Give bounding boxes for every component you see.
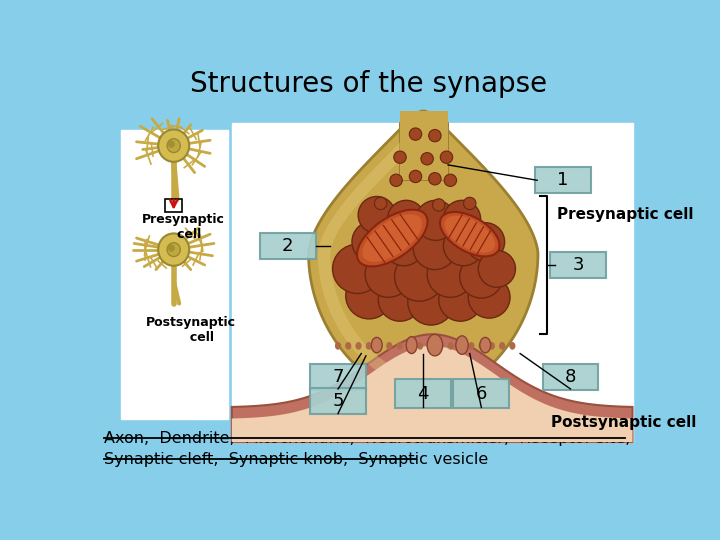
- FancyBboxPatch shape: [232, 123, 632, 442]
- Ellipse shape: [444, 200, 481, 237]
- Ellipse shape: [427, 334, 443, 356]
- Ellipse shape: [346, 273, 392, 319]
- Ellipse shape: [395, 252, 444, 301]
- FancyBboxPatch shape: [310, 363, 366, 390]
- Ellipse shape: [499, 342, 505, 350]
- FancyBboxPatch shape: [535, 167, 590, 193]
- Ellipse shape: [479, 342, 485, 350]
- Ellipse shape: [466, 222, 505, 261]
- FancyBboxPatch shape: [260, 233, 315, 259]
- Text: Postsynaptic
     cell: Postsynaptic cell: [145, 316, 235, 345]
- Ellipse shape: [448, 342, 454, 350]
- Text: 1: 1: [557, 171, 568, 190]
- Ellipse shape: [345, 342, 351, 350]
- Ellipse shape: [357, 210, 428, 266]
- FancyBboxPatch shape: [310, 388, 366, 414]
- Ellipse shape: [428, 173, 441, 185]
- Ellipse shape: [478, 251, 516, 287]
- Ellipse shape: [415, 200, 456, 240]
- Ellipse shape: [480, 338, 490, 353]
- Ellipse shape: [408, 279, 454, 325]
- Text: 5: 5: [332, 392, 343, 410]
- Ellipse shape: [167, 139, 180, 153]
- Ellipse shape: [407, 342, 413, 350]
- Ellipse shape: [417, 342, 423, 350]
- Text: 2: 2: [282, 237, 293, 255]
- Ellipse shape: [409, 170, 422, 183]
- Ellipse shape: [358, 197, 395, 233]
- Ellipse shape: [441, 151, 453, 164]
- Text: Axon,  Dendrite,  Mitochondria,  Neurotransmitter,  Receptor site,: Axon, Dendrite, Mitochondria, Neurotrans…: [104, 431, 630, 445]
- Ellipse shape: [509, 342, 516, 350]
- Polygon shape: [400, 111, 448, 180]
- Text: Synaptic cleft,  Synaptic knob,  Synaptic vesicle: Synaptic cleft, Synaptic knob, Synaptic …: [104, 451, 488, 467]
- Ellipse shape: [158, 233, 189, 266]
- Ellipse shape: [456, 336, 468, 354]
- Ellipse shape: [489, 342, 495, 350]
- Ellipse shape: [444, 174, 456, 186]
- Ellipse shape: [458, 342, 464, 350]
- Ellipse shape: [352, 221, 394, 262]
- Text: Structures of the synapse: Structures of the synapse: [190, 70, 548, 98]
- Ellipse shape: [356, 342, 361, 350]
- Ellipse shape: [468, 276, 510, 318]
- Ellipse shape: [459, 255, 503, 298]
- Ellipse shape: [433, 199, 445, 211]
- FancyBboxPatch shape: [121, 130, 228, 419]
- Ellipse shape: [406, 336, 417, 354]
- Ellipse shape: [365, 251, 412, 298]
- Ellipse shape: [397, 342, 402, 350]
- Ellipse shape: [413, 226, 456, 269]
- Ellipse shape: [167, 242, 180, 256]
- FancyBboxPatch shape: [395, 379, 451, 408]
- Ellipse shape: [421, 153, 433, 165]
- Ellipse shape: [438, 278, 482, 321]
- Polygon shape: [232, 334, 632, 442]
- Text: 6: 6: [476, 384, 487, 403]
- Ellipse shape: [333, 244, 382, 294]
- Ellipse shape: [374, 197, 387, 210]
- Ellipse shape: [440, 212, 500, 256]
- Text: Postsynaptic cell: Postsynaptic cell: [551, 415, 696, 430]
- Ellipse shape: [394, 151, 406, 164]
- Ellipse shape: [468, 342, 474, 350]
- Ellipse shape: [372, 338, 382, 353]
- Polygon shape: [232, 346, 632, 442]
- Text: Presynaptic cell: Presynaptic cell: [557, 207, 693, 222]
- Ellipse shape: [409, 128, 422, 140]
- Ellipse shape: [384, 226, 424, 266]
- Ellipse shape: [438, 342, 444, 350]
- Ellipse shape: [444, 215, 495, 253]
- Ellipse shape: [362, 214, 422, 262]
- Ellipse shape: [387, 200, 425, 237]
- FancyBboxPatch shape: [543, 363, 598, 390]
- Text: Presynaptic
   cell: Presynaptic cell: [142, 213, 225, 240]
- Ellipse shape: [168, 245, 175, 252]
- Text: 8: 8: [564, 368, 576, 386]
- Ellipse shape: [464, 197, 476, 210]
- Ellipse shape: [335, 342, 341, 350]
- Ellipse shape: [444, 226, 484, 266]
- Text: 7: 7: [332, 368, 343, 386]
- Ellipse shape: [386, 342, 392, 350]
- Ellipse shape: [366, 342, 372, 350]
- Ellipse shape: [158, 130, 189, 162]
- Polygon shape: [309, 111, 538, 396]
- Ellipse shape: [427, 342, 433, 350]
- FancyBboxPatch shape: [550, 252, 606, 278]
- Text: 4: 4: [418, 384, 429, 403]
- Ellipse shape: [378, 278, 422, 321]
- Text: 3: 3: [572, 256, 584, 274]
- Ellipse shape: [427, 251, 474, 298]
- Ellipse shape: [390, 174, 402, 186]
- Polygon shape: [318, 127, 418, 380]
- Ellipse shape: [428, 130, 441, 142]
- Ellipse shape: [376, 342, 382, 350]
- FancyBboxPatch shape: [454, 379, 509, 408]
- Ellipse shape: [168, 140, 175, 148]
